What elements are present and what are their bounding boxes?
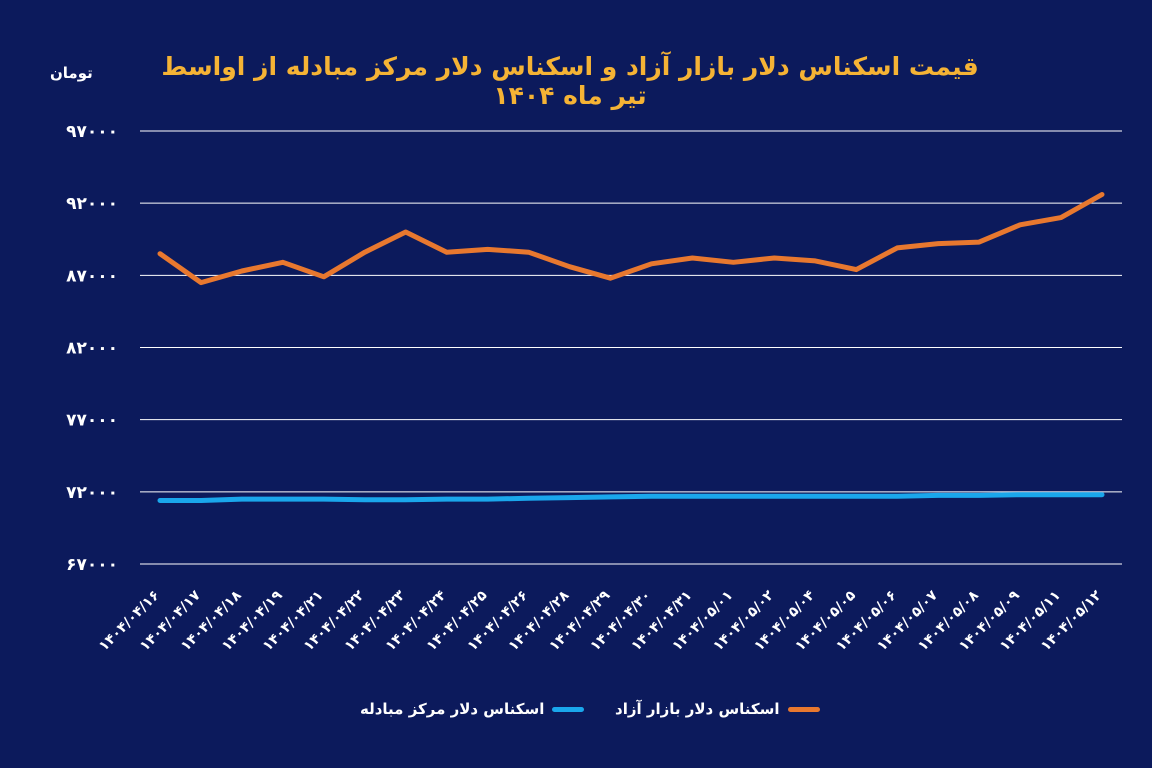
legend-item-exchange-center: اسکناس دلار مرکز مبادله: [360, 700, 585, 718]
y-tick-label: ۹۷۰۰۰: [66, 122, 118, 142]
chart-title: قیمت اسکناس دلار بازار آزاد و اسکناس دلا…: [161, 52, 979, 110]
legend-label-free-market: اسکناس دلار بازار آزاد: [615, 700, 780, 718]
y-tick-label: ۷۷۰۰۰: [66, 411, 118, 431]
y-tick-label: ۹۲۰۰۰: [66, 194, 118, 214]
series-exchange-center-line: [157, 492, 1105, 503]
x-tick-labels: ۱۴۰۴/۰۴/۱۶۱۴۰۴/۰۴/۱۷۱۴۰۴/۰۴/۱۸۱۴۰۴/۰۴/۱۹…: [96, 587, 1105, 654]
legend: اسکناس دلار بازار آزاد اسکناس دلار مرکز …: [0, 700, 1152, 730]
y-tick-label: ۶۷۰۰۰: [66, 555, 118, 575]
y-axis-unit-label: تومان: [50, 64, 93, 82]
y-tick-label: ۷۲۰۰۰: [66, 483, 118, 503]
series-free-market-line: [157, 192, 1105, 286]
y-tick-label: ۸۲۰۰۰: [66, 339, 118, 359]
gridlines: [140, 130, 1122, 565]
y-tick-label: ۸۷۰۰۰: [66, 266, 118, 286]
legend-item-free-market: اسکناس دلار بازار آزاد: [615, 700, 820, 718]
legend-swatch-exchange-center: [552, 706, 585, 712]
legend-swatch-free-market: [787, 706, 820, 712]
y-tick-labels: ۶۷۰۰۰ ۷۲۰۰۰ ۷۷۰۰۰ ۸۲۰۰۰ ۸۷۰۰۰ ۹۲۰۰۰ ۹۷۰۰۰: [66, 122, 118, 575]
legend-label-exchange-center: اسکناس دلار مرکز مبادله: [360, 700, 545, 718]
series-lines: [157, 192, 1105, 503]
